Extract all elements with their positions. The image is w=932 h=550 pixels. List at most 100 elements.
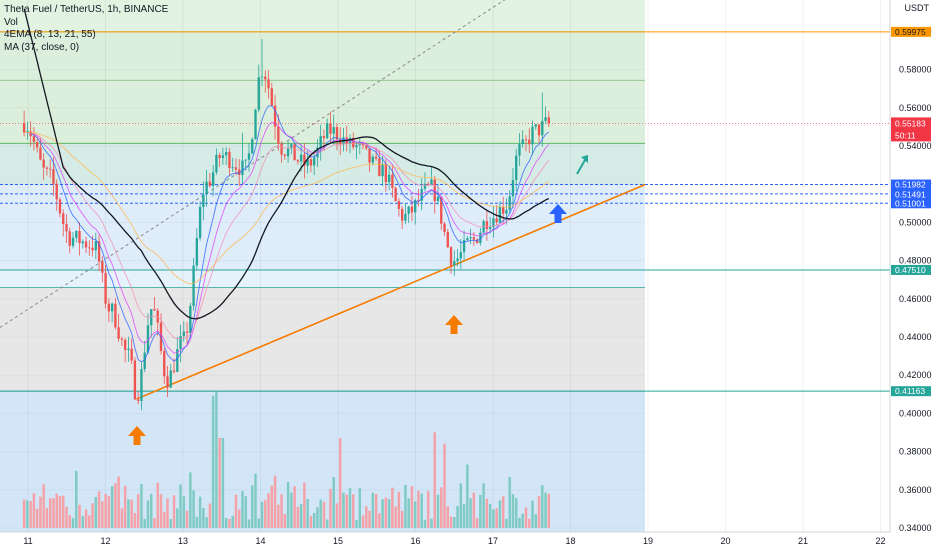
x-tick-label: 17 bbox=[488, 536, 498, 546]
volume-bar bbox=[195, 516, 199, 528]
y-tick-label: 0.58000 bbox=[899, 65, 932, 75]
zone-band bbox=[0, 31, 645, 144]
candle-body bbox=[319, 136, 322, 148]
volume-bar bbox=[531, 500, 534, 528]
candle-body bbox=[384, 163, 388, 183]
candle-body bbox=[283, 154, 287, 157]
candle-body bbox=[436, 196, 440, 202]
volume-bar bbox=[485, 498, 489, 528]
candle-body bbox=[166, 376, 169, 388]
volume-bar bbox=[325, 519, 329, 528]
volume-bar bbox=[492, 509, 495, 528]
x-tick-label: 19 bbox=[643, 536, 653, 546]
candle-body bbox=[440, 196, 443, 224]
candle-body bbox=[68, 231, 71, 246]
volume-bar bbox=[163, 511, 166, 528]
candle-body bbox=[35, 141, 39, 148]
volume-bar bbox=[449, 516, 453, 528]
volume-bar bbox=[322, 501, 326, 528]
time-axis[interactable]: 11 12 13 14 15 16 17 18 19 20 21 22 bbox=[0, 531, 890, 546]
zone-band bbox=[0, 269, 645, 288]
candle-body bbox=[29, 131, 32, 137]
y-tick-label: 0.34000 bbox=[899, 523, 932, 533]
candle-body bbox=[110, 303, 114, 312]
volume-bar bbox=[208, 503, 212, 528]
candle-body bbox=[524, 139, 528, 141]
volume-bar bbox=[453, 516, 456, 528]
volume-bar bbox=[299, 503, 303, 528]
candle-body bbox=[505, 209, 508, 214]
volume-bar bbox=[264, 500, 267, 528]
volume-bar bbox=[541, 485, 544, 528]
candle-body bbox=[172, 370, 176, 372]
volume-bar bbox=[544, 492, 547, 528]
price-tag-label: 0.51001 bbox=[895, 198, 926, 208]
candle-body bbox=[146, 325, 150, 353]
price-tag bbox=[891, 26, 931, 37]
volume-bar bbox=[251, 485, 254, 528]
volume-bar bbox=[176, 508, 179, 528]
candle-body bbox=[88, 247, 91, 249]
volume-bar bbox=[133, 512, 137, 528]
volume-bar bbox=[394, 506, 397, 528]
volume-bar bbox=[303, 482, 306, 528]
zone-band bbox=[0, 287, 645, 392]
volume-bar bbox=[75, 470, 78, 528]
candle-body bbox=[400, 208, 404, 221]
candle-body bbox=[394, 187, 397, 202]
price-axis[interactable]: USDT0.660000.640000.620000.600000.580000… bbox=[889, 0, 932, 550]
candle-body bbox=[62, 213, 65, 224]
volume-bar bbox=[211, 395, 215, 528]
price-tags: 0.619720.599750.5518350:110.519820.51491… bbox=[891, 26, 931, 397]
price-tag-label: 0.41163 bbox=[895, 386, 925, 396]
candle-body bbox=[202, 194, 205, 207]
volume-bar bbox=[479, 494, 482, 528]
candle-body bbox=[205, 181, 208, 195]
zone-band bbox=[0, 0, 645, 32]
moving-averages bbox=[23, 8, 550, 363]
volume-bar bbox=[244, 496, 247, 528]
y-tick-label: 0.56000 bbox=[899, 103, 932, 113]
volume-bar bbox=[52, 498, 55, 528]
volume-bar bbox=[329, 488, 332, 528]
x-tick-label: 13 bbox=[178, 536, 188, 546]
candle-body bbox=[381, 163, 384, 177]
legend-title[interactable]: Theta Fuel / TetherUS, 1h, BINANCE bbox=[4, 4, 169, 15]
volume-bar bbox=[410, 486, 414, 528]
volume-bar bbox=[94, 496, 98, 528]
candle-body bbox=[254, 109, 257, 140]
candle-body bbox=[189, 305, 192, 333]
y-tick-label: 0.44000 bbox=[899, 332, 932, 342]
candle-body bbox=[143, 352, 146, 370]
volume-bar bbox=[156, 482, 159, 528]
volume-bar bbox=[518, 517, 521, 528]
price-zones bbox=[0, 0, 645, 532]
candle-body bbox=[420, 188, 423, 201]
legend-ema[interactable]: 4EMA (8, 13, 21, 55) bbox=[4, 29, 96, 40]
volume-bar bbox=[391, 487, 394, 528]
volume-bar bbox=[29, 501, 32, 528]
candle-body bbox=[368, 148, 371, 163]
volume-bar bbox=[420, 493, 423, 528]
candle-body bbox=[449, 247, 453, 266]
zone-band bbox=[0, 184, 645, 270]
volume-bar bbox=[348, 488, 352, 528]
candle-body bbox=[502, 206, 505, 214]
legend-ma[interactable]: MA (37, close, 0) bbox=[4, 41, 80, 53]
candle-body bbox=[117, 327, 120, 339]
candle-body bbox=[45, 167, 49, 169]
price-tag bbox=[891, 189, 931, 200]
zone-band bbox=[0, 391, 645, 532]
volume-bar bbox=[136, 494, 140, 528]
x-tick-label: 14 bbox=[255, 536, 265, 546]
candle-body bbox=[459, 252, 462, 259]
x-tick-label: 22 bbox=[875, 536, 885, 546]
volume-bar bbox=[117, 476, 120, 528]
candle-body bbox=[352, 137, 355, 148]
volume-bar bbox=[426, 491, 430, 528]
legend-vol[interactable]: Vol bbox=[4, 16, 18, 28]
candle-body bbox=[260, 76, 264, 78]
volume-bar bbox=[221, 438, 225, 528]
candle-body bbox=[91, 247, 94, 251]
